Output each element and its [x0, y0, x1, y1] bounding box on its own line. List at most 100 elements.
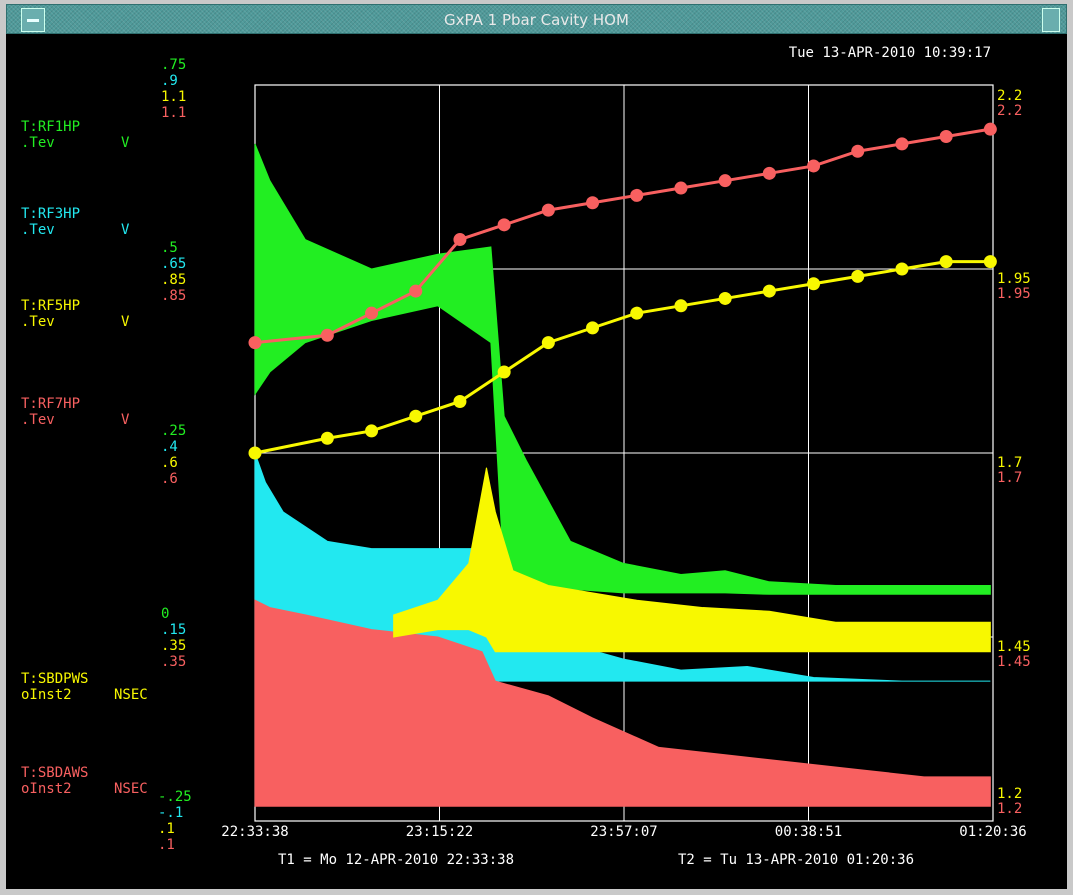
channel-device: .Tev: [21, 135, 55, 151]
x-tick-label: 00:38:51: [775, 824, 842, 840]
data-point: [453, 394, 467, 408]
channel-unit: NSEC: [114, 781, 148, 797]
data-point: [762, 284, 776, 298]
left-scale-label: .85: [161, 288, 186, 304]
data-point: [320, 328, 334, 342]
chart-svg: Tue 13-APR-2010 10:39:170.15.35.35.25.4.…: [21, 45, 1031, 868]
right-scale-label: 1.95: [997, 271, 1031, 287]
data-point: [939, 255, 953, 269]
t2-label: T2 = Tu 13-APR-2010 01:20:36: [678, 852, 914, 868]
left-scale-label: .15: [161, 622, 186, 638]
channel-device: .Tev: [21, 314, 55, 330]
right-scale-label: 1.2: [997, 801, 1022, 817]
left-scale-label: .5: [161, 240, 178, 256]
channel-device: oInst2: [21, 687, 72, 703]
data-point: [320, 431, 334, 445]
left-scale-label: .1: [158, 821, 175, 837]
x-tick-label: 22:33:38: [221, 824, 288, 840]
left-scale-label: .85: [161, 272, 186, 288]
channel-name: T:RF7HP: [21, 396, 80, 412]
left-scale-label: .65: [161, 256, 186, 272]
title-bar[interactable]: GxPA 1 Pbar Cavity HOM: [6, 4, 1067, 34]
series-envelope-t-rf5hp: [393, 467, 991, 653]
data-point: [762, 166, 776, 180]
data-point: [586, 196, 600, 210]
channel-name: T:SBDAWS: [21, 765, 88, 781]
data-point: [983, 122, 997, 136]
data-point: [851, 269, 865, 283]
channel-device: .Tev: [21, 412, 55, 428]
left-scale-label: .6: [161, 455, 178, 471]
data-point: [630, 306, 644, 320]
channel-device: .Tev: [21, 222, 55, 238]
x-tick-label: 01:20:36: [959, 824, 1026, 840]
data-point: [983, 255, 997, 269]
left-scale-label: .9: [161, 73, 178, 89]
data-point: [248, 446, 262, 460]
window-menu-button[interactable]: [21, 8, 45, 32]
window-maximize-button[interactable]: [1042, 8, 1060, 32]
t1-label: T1 = Mo 12-APR-2010 22:33:38: [278, 852, 514, 868]
right-scale-label: 1.2: [997, 786, 1022, 802]
data-point: [453, 233, 467, 247]
data-point: [895, 262, 909, 276]
channel-name: T:RF1HP: [21, 119, 80, 135]
left-scale-label: 1.1: [161, 89, 186, 105]
left-scale-label: -.25: [158, 789, 192, 805]
data-point: [718, 291, 732, 305]
channel-unit: V: [121, 412, 130, 428]
right-scale-label: 1.45: [997, 654, 1031, 670]
data-point: [248, 336, 262, 350]
data-point: [807, 159, 821, 173]
series-envelope-t-rf7hp: [254, 599, 991, 807]
data-point: [674, 181, 688, 195]
right-scale-label: 1.95: [997, 286, 1031, 302]
x-tick-label: 23:15:22: [406, 824, 473, 840]
series-envelope-t-rf1hp: [254, 143, 991, 595]
timestamp: Tue 13-APR-2010 10:39:17: [789, 45, 991, 61]
channel-name: T:RF3HP: [21, 206, 80, 222]
left-scale-label: .35: [161, 654, 186, 670]
right-scale-label: 2.2: [997, 103, 1022, 119]
right-scale-label: 1.7: [997, 455, 1022, 471]
data-point: [497, 365, 511, 379]
channel-unit: V: [121, 135, 130, 151]
left-scale-label: .1: [158, 837, 175, 853]
right-scale-label: 2.2: [997, 88, 1022, 104]
left-scale-label: .75: [161, 57, 186, 73]
data-point: [409, 284, 423, 298]
channel-unit: V: [121, 222, 130, 238]
data-point: [630, 188, 644, 202]
channel-device: oInst2: [21, 781, 72, 797]
left-scale-label: 1.1: [161, 105, 186, 121]
left-scale-label: 0: [161, 606, 169, 622]
data-point: [365, 424, 379, 438]
left-scale-label: .6: [161, 471, 178, 487]
data-point: [497, 218, 511, 232]
data-point: [409, 409, 423, 423]
data-point: [939, 130, 953, 144]
left-scale-label: .35: [161, 638, 186, 654]
x-tick-label: 23:57:07: [590, 824, 657, 840]
left-scale-label: .4: [161, 439, 178, 455]
data-point: [851, 144, 865, 158]
data-point: [541, 336, 555, 350]
right-scale-label: 1.7: [997, 470, 1022, 486]
channel-name: T:RF5HP: [21, 298, 80, 314]
data-point: [807, 277, 821, 291]
data-point: [541, 203, 555, 217]
data-point: [586, 321, 600, 335]
right-scale-label: 1.45: [997, 639, 1031, 655]
channel-name: T:SBDPWS: [21, 671, 88, 687]
window-title: GxPA 1 Pbar Cavity HOM: [444, 11, 629, 29]
channel-unit: NSEC: [114, 687, 148, 703]
data-point: [365, 306, 379, 320]
channel-unit: V: [121, 314, 130, 330]
left-scale-label: -.1: [158, 805, 183, 821]
left-scale-label: .25: [161, 423, 186, 439]
data-point: [895, 137, 909, 151]
data-point: [674, 299, 688, 313]
data-point: [718, 174, 732, 188]
plot-area: Tue 13-APR-2010 10:39:17 0.15.35.35.25.4.…: [6, 34, 1067, 889]
